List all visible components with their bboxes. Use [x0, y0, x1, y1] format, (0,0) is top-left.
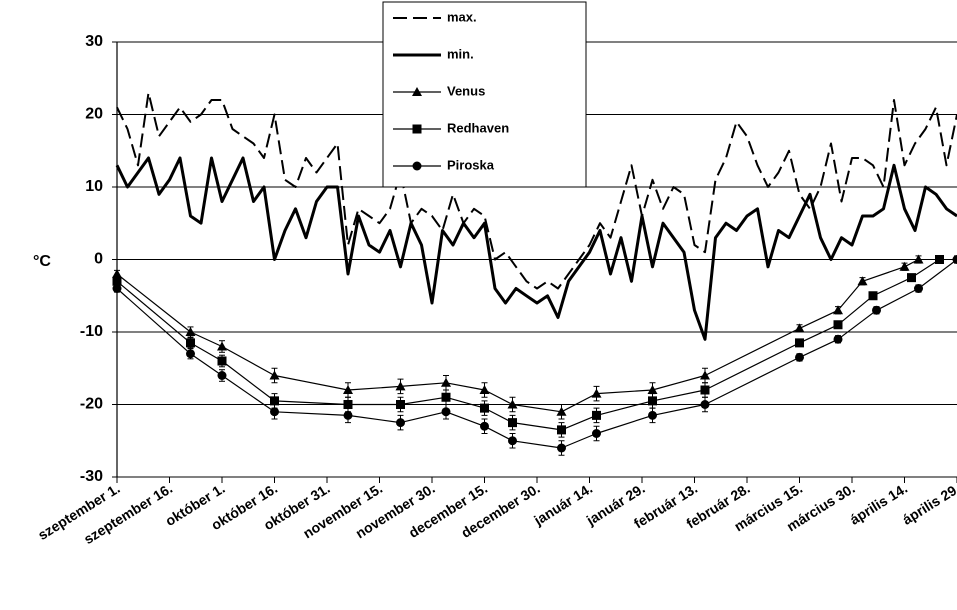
legend-label: Piroska [447, 157, 495, 172]
marker [647, 385, 658, 394]
x-tick-label: január 14. [530, 480, 595, 529]
marker [343, 385, 353, 394]
x-tick-label: április 14. [847, 480, 910, 528]
marker [935, 255, 944, 264]
marker [557, 443, 566, 453]
marker [270, 407, 279, 417]
x-tick-label: szeptember 16. [81, 480, 175, 547]
marker [112, 276, 122, 286]
marker [441, 377, 451, 387]
marker [795, 338, 804, 348]
marker [480, 421, 489, 431]
legend-marker [412, 124, 422, 134]
legend-label: min. [447, 46, 474, 61]
series-line [116, 258, 940, 431]
y-tick-label: -20 [80, 396, 103, 413]
marker [592, 429, 601, 438]
marker [112, 284, 122, 293]
marker [913, 254, 924, 264]
marker [217, 341, 227, 351]
marker [343, 400, 353, 409]
series-line [115, 156, 957, 341]
marker [952, 255, 957, 264]
marker [185, 327, 196, 336]
y-tick-label: 10 [85, 178, 103, 195]
marker [833, 305, 843, 315]
marker [857, 276, 868, 286]
marker [343, 410, 353, 420]
marker [592, 410, 601, 420]
legend-label: max. [447, 9, 477, 24]
marker [217, 356, 227, 366]
marker [395, 381, 406, 391]
marker [700, 385, 710, 395]
marker [508, 418, 517, 428]
y-tick-label: 30 [85, 33, 103, 50]
marker [480, 403, 489, 413]
marker [441, 392, 451, 402]
marker [794, 323, 805, 333]
marker [700, 400, 710, 409]
marker [914, 284, 923, 293]
series-line [116, 91, 957, 290]
legend-label: Redhaven [447, 120, 509, 135]
legend-label: Venus [447, 83, 485, 98]
marker [186, 338, 195, 348]
y-tick-label: -10 [80, 323, 103, 340]
marker [833, 320, 843, 330]
marker [269, 370, 280, 380]
y-axis-label: °C [33, 253, 51, 270]
series-line [116, 258, 919, 413]
marker [396, 418, 405, 428]
marker [557, 425, 566, 435]
marker [899, 261, 910, 271]
marker [112, 269, 122, 278]
x-tick-label: április 29. [899, 480, 957, 528]
marker [186, 349, 195, 359]
marker [591, 388, 602, 398]
marker [872, 305, 881, 315]
y-tick-label: 0 [94, 251, 103, 268]
marker [217, 371, 227, 380]
marker [270, 396, 279, 406]
marker [795, 352, 804, 362]
marker [907, 273, 916, 283]
marker [507, 399, 518, 409]
series-line [116, 259, 957, 449]
marker [441, 407, 451, 417]
marker [648, 410, 657, 420]
marker [479, 385, 490, 394]
legend-marker [412, 87, 422, 96]
legend-marker [412, 161, 422, 171]
marker [700, 370, 710, 380]
marker [833, 334, 843, 344]
marker [556, 406, 567, 416]
marker [508, 436, 517, 446]
marker [868, 291, 878, 301]
y-tick-label: -30 [80, 468, 103, 485]
marker [648, 396, 657, 406]
y-tick-label: 20 [85, 106, 103, 123]
marker [396, 400, 405, 409]
